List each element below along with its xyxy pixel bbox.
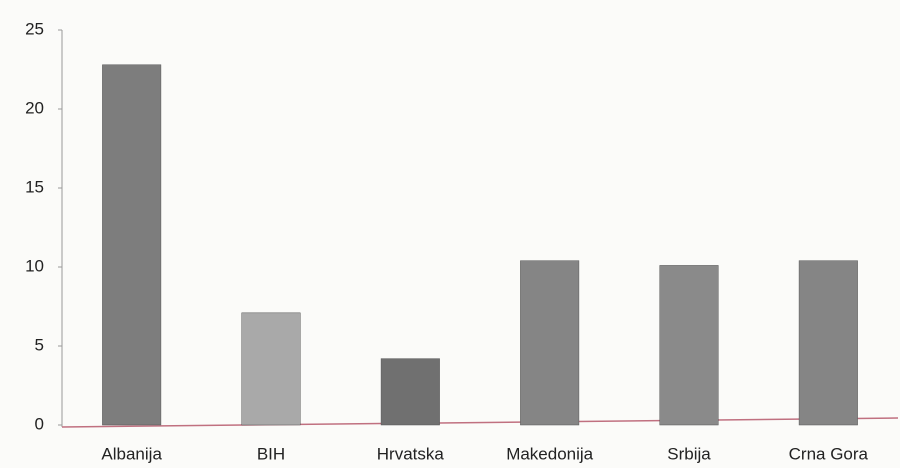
x-tick-label: Albanija <box>101 444 162 463</box>
x-axis <box>61 417 899 428</box>
y-tick-label: 5 <box>35 335 44 354</box>
bar <box>241 312 301 426</box>
x-tick-label: Srbija <box>667 444 711 463</box>
x-tick-label: Crna Gora <box>789 444 869 463</box>
bar <box>798 260 858 426</box>
bar <box>380 358 440 426</box>
y-tick-label: 20 <box>25 98 44 117</box>
x-tick-label: BIH <box>257 444 285 463</box>
bar <box>520 260 580 426</box>
y-tick-label: 15 <box>25 177 44 196</box>
y-tick-label: 10 <box>25 256 44 275</box>
x-tick-label: Hrvatska <box>377 444 445 463</box>
y-tick-label: 25 <box>25 19 44 38</box>
bar <box>659 265 719 426</box>
x-tick-label: Makedonija <box>506 444 593 463</box>
bar <box>102 64 162 426</box>
y-tick-label: 0 <box>35 414 44 433</box>
